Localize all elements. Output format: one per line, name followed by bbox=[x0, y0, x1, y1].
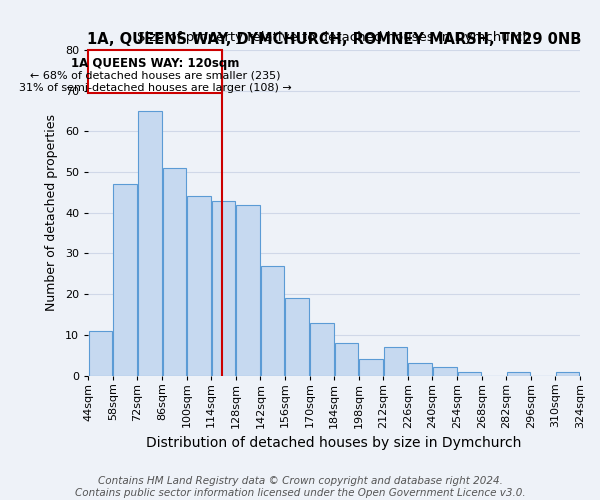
Bar bbox=[556, 372, 580, 376]
Bar bbox=[113, 184, 137, 376]
Bar bbox=[433, 368, 457, 376]
Bar bbox=[359, 360, 383, 376]
Bar bbox=[89, 331, 112, 376]
Bar bbox=[261, 266, 284, 376]
Text: 31% of semi-detached houses are larger (108) →: 31% of semi-detached houses are larger (… bbox=[19, 84, 292, 94]
Bar bbox=[212, 200, 235, 376]
Text: ← 68% of detached houses are smaller (235): ← 68% of detached houses are smaller (23… bbox=[30, 70, 280, 81]
X-axis label: Distribution of detached houses by size in Dymchurch: Distribution of detached houses by size … bbox=[146, 436, 522, 450]
Bar bbox=[409, 364, 432, 376]
Y-axis label: Number of detached properties: Number of detached properties bbox=[45, 114, 58, 312]
Bar bbox=[187, 196, 211, 376]
Bar bbox=[138, 111, 161, 376]
Bar bbox=[310, 322, 334, 376]
Bar bbox=[458, 372, 481, 376]
Title: 1A, QUEENS WAY, DYMCHURCH, ROMNEY MARSH, TN29 0NB: 1A, QUEENS WAY, DYMCHURCH, ROMNEY MARSH,… bbox=[87, 32, 581, 48]
Bar bbox=[384, 347, 407, 376]
Bar bbox=[236, 204, 260, 376]
Text: Contains HM Land Registry data © Crown copyright and database right 2024.
Contai: Contains HM Land Registry data © Crown c… bbox=[74, 476, 526, 498]
Text: Size of property relative to detached houses in Dymchurch: Size of property relative to detached ho… bbox=[137, 31, 531, 44]
Bar bbox=[335, 343, 358, 376]
Text: 1A QUEENS WAY: 120sqm: 1A QUEENS WAY: 120sqm bbox=[71, 58, 239, 70]
Bar bbox=[286, 298, 309, 376]
Bar bbox=[507, 372, 530, 376]
Bar bbox=[88, 50, 222, 92]
Bar bbox=[163, 168, 186, 376]
